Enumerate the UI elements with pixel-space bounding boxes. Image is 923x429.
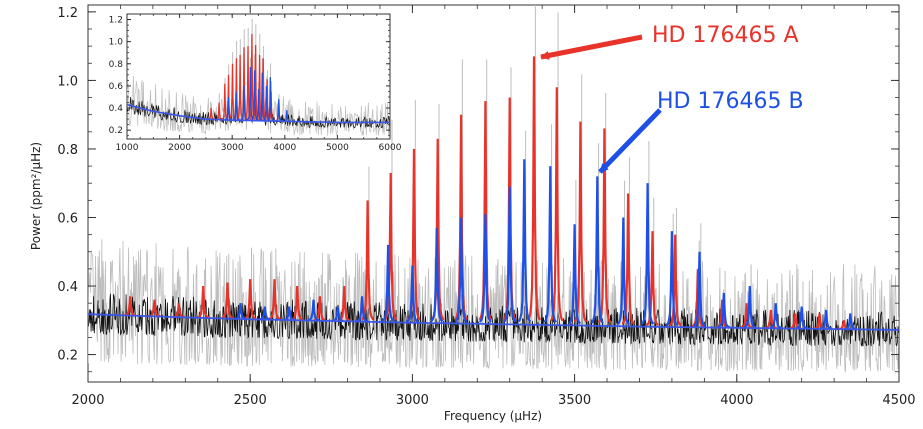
annotations: HD 176465 A HD 176465 B <box>540 23 804 174</box>
peak-star-b <box>517 159 532 323</box>
peak-star-a <box>621 193 635 325</box>
peak-star-b <box>743 285 757 329</box>
peak-star-a <box>383 172 398 321</box>
main-background-fit <box>88 313 899 331</box>
peak-star-b <box>568 224 582 325</box>
annotation-label-a: HD 176465 A <box>652 23 799 48</box>
peak-star-b <box>478 214 492 323</box>
main-noise-grey <box>88 239 899 373</box>
peak-star-a <box>668 234 682 327</box>
peak-star-a <box>478 100 493 321</box>
y-axis-label: Power (ppm²/μHz) <box>29 142 43 250</box>
x-tick-label: 2500 <box>234 393 267 408</box>
main-noise-layer <box>88 239 899 373</box>
peak-star-a <box>645 231 659 326</box>
peak-star-b <box>454 217 468 323</box>
x-tick-label: 3500 <box>558 393 591 408</box>
peak-star-b <box>240 85 248 121</box>
x-tick-label: 1000 <box>116 143 139 153</box>
y-tick-label: 1.0 <box>57 74 78 89</box>
annotation-arrow-a <box>540 34 643 60</box>
y-tick-label: 0.8 <box>57 143 78 158</box>
x-tick-label: 3000 <box>221 143 244 153</box>
y-tick-label: 0.6 <box>109 82 124 92</box>
peak-star-b <box>503 186 517 323</box>
annotation-label-b: HD 176465 B <box>657 89 804 114</box>
peak-star-b <box>232 91 240 121</box>
peak-star-b <box>616 217 630 326</box>
peak-star-b <box>590 176 604 324</box>
peak-star-b <box>640 183 655 325</box>
y-tick-label: 0.4 <box>109 104 124 114</box>
annotation-arrow-b <box>598 108 662 174</box>
peak-star-b <box>356 296 369 323</box>
peak-star-b <box>693 251 706 327</box>
x-tick-label: 5000 <box>326 143 349 153</box>
peak-star-b <box>769 303 782 329</box>
inset-data <box>127 18 390 136</box>
peak-star-b <box>430 227 444 323</box>
peak-star-a <box>221 282 234 320</box>
x-tick-label: 4000 <box>720 393 753 408</box>
peak-star-a <box>268 279 281 321</box>
y-tick-label: 0.6 <box>57 211 78 226</box>
y-tick-label: 1.2 <box>57 6 78 21</box>
main-axes: 2000 2500 3000 3500 4000 45000.20.40.60.81.01… <box>57 5 916 408</box>
x-axis-label: Frequency (μHz) <box>444 409 542 423</box>
peak-star-b <box>381 244 395 322</box>
y-tick-label: 0.4 <box>57 280 78 295</box>
x-tick-label: 4500 <box>882 393 915 408</box>
peak-star-b <box>406 265 419 323</box>
peak-star-b <box>717 292 731 329</box>
y-tick-label: 1.0 <box>109 38 124 48</box>
peak-star-a <box>527 56 541 321</box>
y-tick-label: 0.2 <box>109 126 123 136</box>
y-tick-label: 0.8 <box>109 60 124 70</box>
x-tick-label: 4000 <box>273 143 296 153</box>
peak-star-b <box>543 166 557 323</box>
peak-star-b <box>665 231 679 327</box>
x-tick-label: 3000 <box>396 393 429 408</box>
inset-peaks <box>207 18 291 122</box>
main-noise-black <box>88 293 899 347</box>
x-tick-label: 2000 <box>168 143 191 153</box>
inset-background-fit <box>127 103 390 124</box>
peak-star-a <box>197 285 210 319</box>
peak-star-a <box>740 303 753 329</box>
y-tick-label: 1.2 <box>109 16 123 26</box>
inset-plot: 1000 2000 3000 4000 5000 6000 0.2 0.4 0.6 0.8 1.0 1… <box>109 13 402 153</box>
x-tick-label: 6000 <box>379 143 402 153</box>
inset-axes: 1000 2000 3000 4000 5000 6000 0.2 0.4 0.6 0.8 1.0 1… <box>109 14 402 153</box>
x-tick-label: 2000 <box>71 393 104 408</box>
peak-star-b <box>266 77 274 121</box>
y-tick-label: 0.2 <box>57 349 78 364</box>
